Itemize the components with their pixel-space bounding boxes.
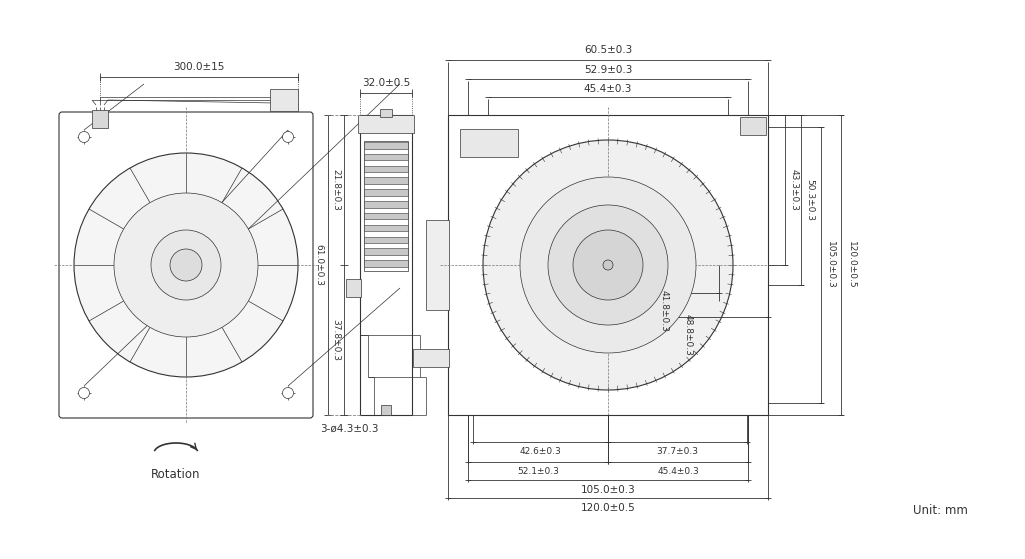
Text: 50.3±0.3: 50.3±0.3 [806,179,815,221]
Circle shape [170,249,202,281]
Text: Unit: mm: Unit: mm [912,504,968,517]
Bar [448,115,768,415]
Circle shape [483,140,733,390]
Bar [413,349,449,367]
Bar [426,220,449,310]
Bar [364,142,408,149]
Circle shape [74,153,298,377]
Bar [364,177,408,184]
Bar [92,110,108,128]
Text: 120.0±0.5: 120.0±0.5 [847,241,856,289]
Circle shape [151,230,221,300]
Circle shape [114,193,258,337]
Bar [364,141,408,271]
Bar [364,248,408,255]
Bar [364,154,408,160]
Text: 32.0±0.5: 32.0±0.5 [362,78,410,88]
Bar [740,117,766,135]
Text: 45.4±0.3: 45.4±0.3 [584,84,632,94]
Bar [380,109,392,117]
Text: 37.7±0.3: 37.7±0.3 [657,448,699,457]
Text: 52.1±0.3: 52.1±0.3 [517,467,559,476]
Text: 43.3±0.3: 43.3±0.3 [789,169,798,211]
Circle shape [603,260,613,270]
Text: 105.0±0.3: 105.0±0.3 [825,241,834,289]
Text: 48.8±0.3: 48.8±0.3 [684,314,693,356]
Bar [364,236,408,243]
Bar [358,115,414,133]
Bar [460,129,518,157]
Text: 3-ø4.3±0.3: 3-ø4.3±0.3 [320,424,378,434]
Circle shape [79,131,89,143]
Text: AIR FLOW: AIR FLOW [474,136,504,141]
Bar [364,260,408,267]
Text: 105.0±0.3: 105.0±0.3 [580,485,636,495]
Circle shape [548,205,668,325]
Bar [364,165,408,172]
Text: 300.0±15: 300.0±15 [173,62,224,72]
Text: 120.0±0.5: 120.0±0.5 [580,503,636,513]
Circle shape [573,230,643,300]
Text: 52.9±0.3: 52.9±0.3 [584,65,632,75]
Text: → →: → → [482,146,496,152]
Bar [364,225,408,231]
Text: 61.0±0.3: 61.0±0.3 [315,244,324,286]
Text: 21.8±0.3: 21.8±0.3 [331,169,340,211]
Text: 42.6±0.3: 42.6±0.3 [520,448,562,457]
Text: 60.5±0.3: 60.5±0.3 [584,45,632,55]
Bar [364,213,408,220]
Bar [346,279,361,297]
Text: Rotation: Rotation [152,468,201,481]
Bar [270,89,298,111]
Text: 41.8±0.3: 41.8±0.3 [659,290,668,332]
Circle shape [283,387,293,399]
Circle shape [520,177,696,353]
FancyBboxPatch shape [59,112,313,418]
Bar [364,201,408,207]
Circle shape [79,387,89,399]
Bar [364,190,408,196]
Bar [381,405,391,415]
Circle shape [283,131,293,143]
Text: 45.4±0.3: 45.4±0.3 [657,467,699,476]
Text: 37.8±0.3: 37.8±0.3 [331,319,340,361]
